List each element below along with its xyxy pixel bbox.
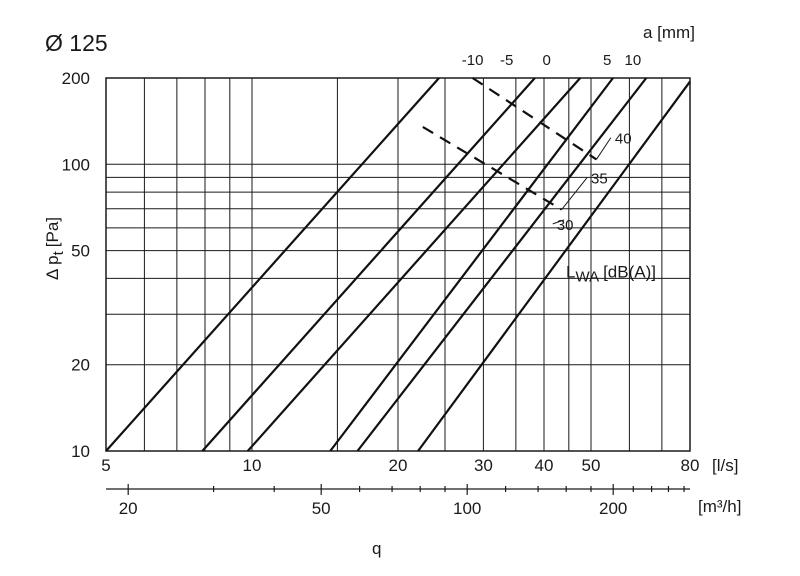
y-tick-label: 200: [62, 69, 90, 88]
x2-tick-labels: 20 50 100 200: [106, 484, 690, 518]
y-label-sub: t: [50, 250, 67, 255]
series-line: [417, 80, 691, 452]
chart-title: Ø 125: [45, 30, 108, 56]
sound-level-lines: [422, 77, 612, 225]
top-series-label: -5: [500, 52, 513, 69]
plot-frame: [105, 77, 691, 452]
sound-leader-line: [552, 219, 565, 225]
y-label-main: Δ p: [43, 255, 62, 280]
y-label-unit: [Pa]: [43, 217, 62, 247]
sound-legend: LWA [dB(A)]: [566, 262, 656, 285]
x-tick-label: 50: [582, 456, 601, 475]
y-tick-label: 50: [71, 242, 90, 261]
sound-legend-unit: [dB(A)]: [603, 262, 656, 281]
top-series-labels: -10 -5 0 5 10: [462, 52, 641, 69]
x-tick-labels: 5 10 20 30 40 50 80: [101, 456, 699, 475]
sound-level-line: [471, 77, 598, 161]
top-axis-label: a [mm]: [643, 23, 695, 42]
sound-level-labels: 40 35 30: [557, 131, 632, 234]
x-axis-label: q: [372, 539, 381, 558]
sound-level-label: 35: [591, 171, 608, 188]
x-tick-label: 5: [101, 456, 110, 475]
sound-level-line: [422, 125, 563, 211]
top-series-label: 10: [625, 52, 642, 69]
x2-tick-label: 100: [453, 499, 481, 518]
series-line: [105, 77, 440, 452]
series-line: [329, 77, 614, 452]
x-tick-label: 30: [474, 456, 493, 475]
x-tick-label: 80: [681, 456, 700, 475]
x2-tick-label: 200: [599, 499, 627, 518]
sound-level-label: 40: [615, 131, 632, 148]
top-series-label: 0: [542, 52, 550, 69]
series-lines: [105, 77, 691, 452]
x-unit-label: [l/s]: [712, 456, 738, 475]
sound-legend-sub: WA: [575, 268, 599, 285]
series-line: [246, 77, 582, 452]
x-tick-label: 40: [535, 456, 554, 475]
y-tick-label: 100: [62, 155, 90, 174]
x2-unit-label: [m³/h]: [698, 497, 741, 516]
svg-text:Δ pt[Pa]: Δ pt [Pa]: [43, 217, 67, 280]
y-tick-label: 20: [71, 356, 90, 375]
y-axis-label: Δ pt [Pa]: [43, 217, 67, 280]
x-tick-label: 20: [389, 456, 408, 475]
sound-legend-main: L: [566, 262, 575, 281]
series-line: [356, 77, 648, 452]
top-series-label: 5: [603, 52, 611, 69]
series-line: [201, 77, 536, 452]
x2-tick-label: 20: [119, 499, 138, 518]
y-tick-label: 10: [71, 442, 90, 461]
y-tick-labels: 10 20 50 100 200: [62, 69, 90, 461]
sound-level-label: 30: [557, 217, 574, 234]
sound-leader-line: [595, 137, 612, 160]
x-tick-label: 10: [243, 456, 262, 475]
sound-leader-line: [561, 177, 588, 210]
top-series-label: -10: [462, 52, 484, 69]
x2-tick-label: 50: [312, 499, 331, 518]
